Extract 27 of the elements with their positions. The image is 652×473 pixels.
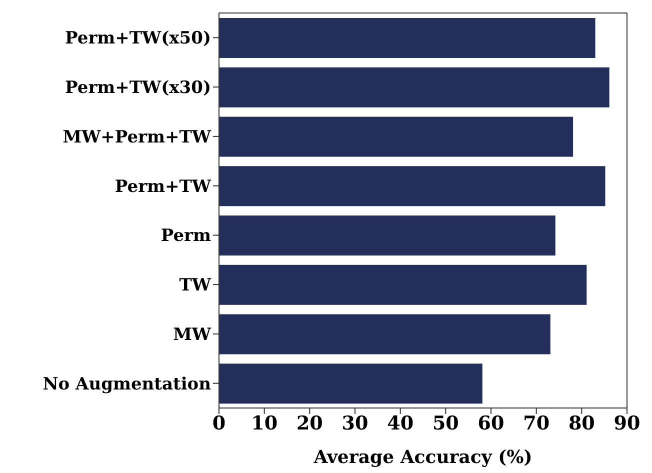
x-axis-title: Average Accuracy (%) bbox=[312, 447, 532, 468]
bar bbox=[219, 364, 482, 404]
x-tick-label: 60 bbox=[478, 412, 504, 434]
bar bbox=[219, 264, 587, 305]
y-tick-label: Perm+TW bbox=[114, 176, 212, 197]
x-tick-label: 10 bbox=[251, 412, 278, 434]
x-tick-label: 50 bbox=[432, 412, 459, 434]
x-tick-label: 70 bbox=[523, 412, 550, 434]
y-tick-label: Perm+TW(x50) bbox=[65, 28, 211, 49]
x-tick-label: 40 bbox=[387, 412, 414, 434]
y-tick-label: MW+Perm+TW bbox=[62, 127, 212, 148]
bar bbox=[219, 18, 596, 58]
x-tick-label: 30 bbox=[342, 412, 368, 434]
x-tick-label: 80 bbox=[568, 412, 595, 434]
bar bbox=[219, 314, 550, 354]
x-tick-label: 0 bbox=[212, 412, 226, 434]
x-tick-label: 20 bbox=[296, 412, 323, 434]
bar bbox=[219, 116, 574, 157]
bar bbox=[219, 67, 610, 108]
y-tick-label: No Augmentation bbox=[42, 374, 211, 394]
y-tick-label: Perm bbox=[160, 226, 212, 246]
bar bbox=[219, 215, 556, 256]
y-tick-label: TW bbox=[179, 276, 212, 296]
x-tick-label: 90 bbox=[614, 412, 640, 434]
y-tick-label: Perm+TW(x30) bbox=[65, 78, 211, 98]
y-tick-label: MW bbox=[173, 324, 212, 345]
bar bbox=[219, 166, 606, 206]
